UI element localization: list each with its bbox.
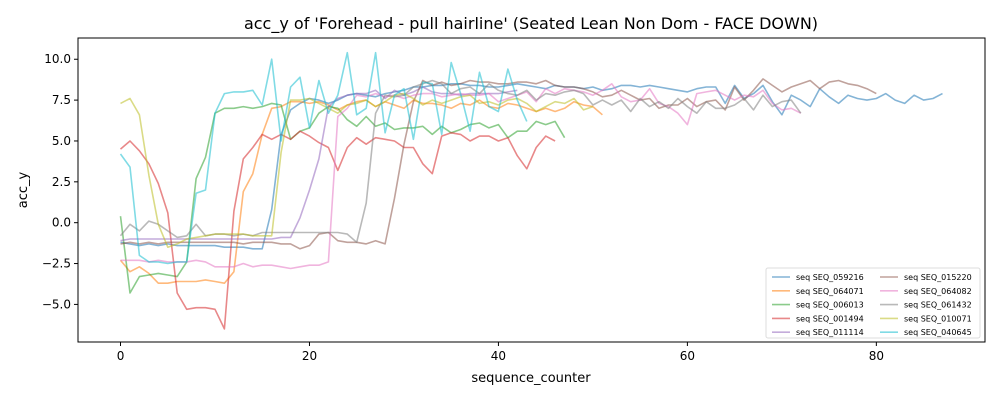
series-line-seq_015220 xyxy=(120,78,877,250)
y-tick-label: −2.5 xyxy=(42,257,71,271)
y-tick-label: 2.5 xyxy=(52,175,71,189)
series-layer xyxy=(119,51,943,330)
y-tick-label: 7.5 xyxy=(52,93,71,107)
legend-label: seq SEQ_040645 xyxy=(904,328,972,337)
x-axis: 0 20 40 60 80 xyxy=(117,342,884,363)
x-tick-label: 60 xyxy=(680,349,695,363)
x-tick-label: 40 xyxy=(491,349,506,363)
legend-label: seq SEQ_015220 xyxy=(904,273,972,282)
series-line-seq_064071 xyxy=(119,99,603,285)
series-line-seq_010071 xyxy=(120,92,594,248)
x-tick-label: 80 xyxy=(869,349,884,363)
legend-label: seq SEQ_064071 xyxy=(796,287,864,296)
y-axis-label: acc_y xyxy=(16,171,31,208)
y-tick-label: 5.0 xyxy=(52,134,71,148)
series-line-seq_001494 xyxy=(119,130,556,330)
plot-frame xyxy=(77,37,986,343)
x-tick-label: 20 xyxy=(302,349,317,363)
legend-frame xyxy=(765,267,981,339)
legend-label: seq SEQ_064082 xyxy=(904,287,972,296)
legend-label: seq SEQ_059216 xyxy=(796,273,864,282)
x-axis-label: sequence_counter xyxy=(471,371,591,386)
y-tick-label: −5.0 xyxy=(42,297,71,311)
y-tick-label: 0.0 xyxy=(52,216,71,230)
y-tick-label: 10.0 xyxy=(44,52,71,66)
series-line-seq_040645 xyxy=(119,51,528,265)
series-line-seq_061432 xyxy=(119,79,802,244)
series-line-seq_006013 xyxy=(119,102,566,294)
plot-area xyxy=(119,51,943,330)
legend-label: seq SEQ_006013 xyxy=(796,301,864,310)
x-tick-label: 0 xyxy=(117,349,125,363)
series-line-seq_059216 xyxy=(120,83,943,250)
series-line-seq_011114 xyxy=(120,86,518,242)
legend-label: seq SEQ_010071 xyxy=(904,314,972,323)
legend-label: seq SEQ_061432 xyxy=(904,301,972,310)
legend-label: seq SEQ_011114 xyxy=(796,328,864,337)
chart-title: acc_y of 'Forehead - pull hairline' (Sea… xyxy=(244,14,818,34)
y-axis: −5.0 −2.5 0.0 2.5 5.0 7.5 10.0 xyxy=(42,52,78,311)
legend-label: seq SEQ_001494 xyxy=(796,314,864,323)
